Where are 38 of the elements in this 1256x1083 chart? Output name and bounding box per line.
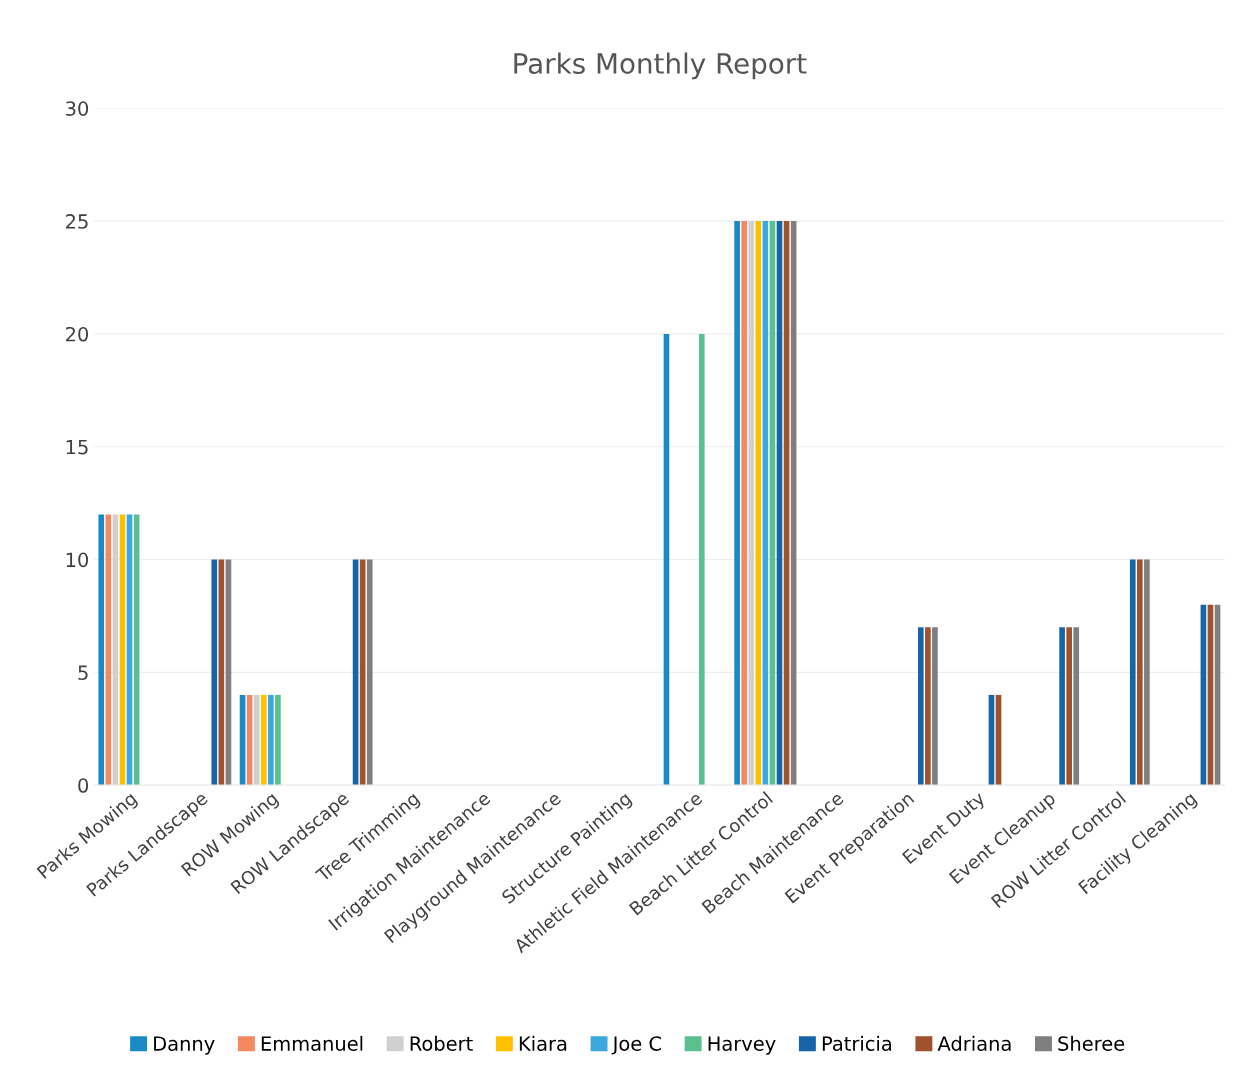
- bar: [932, 627, 938, 786]
- legend-label: Harvey: [708, 1036, 776, 1055]
- bar: [211, 559, 218, 786]
- bar: [1136, 559, 1143, 786]
- legend-label: Danny: [154, 1036, 215, 1055]
- chart-title: Parks Monthly Report: [514, 52, 807, 80]
- bar: [275, 694, 281, 786]
- bar: [925, 627, 931, 786]
- y-tick-label: 30: [66, 101, 89, 116]
- bar: [1144, 559, 1150, 786]
- legend-label: Adriana: [937, 1035, 1011, 1051]
- legend-label: Robert: [410, 1035, 473, 1051]
- bar: [1129, 559, 1136, 786]
- bar: [1073, 627, 1080, 786]
- bar: [268, 694, 274, 786]
- bar: [734, 221, 740, 786]
- bar: [98, 514, 105, 786]
- bar: [253, 694, 260, 786]
- legend-label: Sheree: [1058, 1035, 1125, 1051]
- legend-label: Emmanuel: [261, 1035, 363, 1051]
- legend-label: Joe C: [611, 1036, 661, 1055]
- y-tick-label: 10: [66, 552, 89, 568]
- bar: [366, 559, 373, 786]
- y-tick-label: 15: [66, 439, 88, 455]
- y-tick-label: 0: [78, 778, 89, 793]
- legend-label: Kiara: [519, 1035, 567, 1051]
- bar: [755, 221, 762, 786]
- bar: [741, 221, 748, 786]
- bar: [1059, 627, 1065, 786]
- bar: [748, 221, 755, 786]
- bar: [917, 627, 924, 786]
- y-tick-label: 25: [66, 214, 88, 229]
- bar: [260, 694, 267, 786]
- bar: [698, 333, 705, 786]
- y-tick-label: 20: [66, 326, 89, 342]
- legend-label: Patricia: [822, 1035, 892, 1051]
- y-tick-label: 5: [78, 665, 88, 681]
- bar: [1066, 627, 1072, 786]
